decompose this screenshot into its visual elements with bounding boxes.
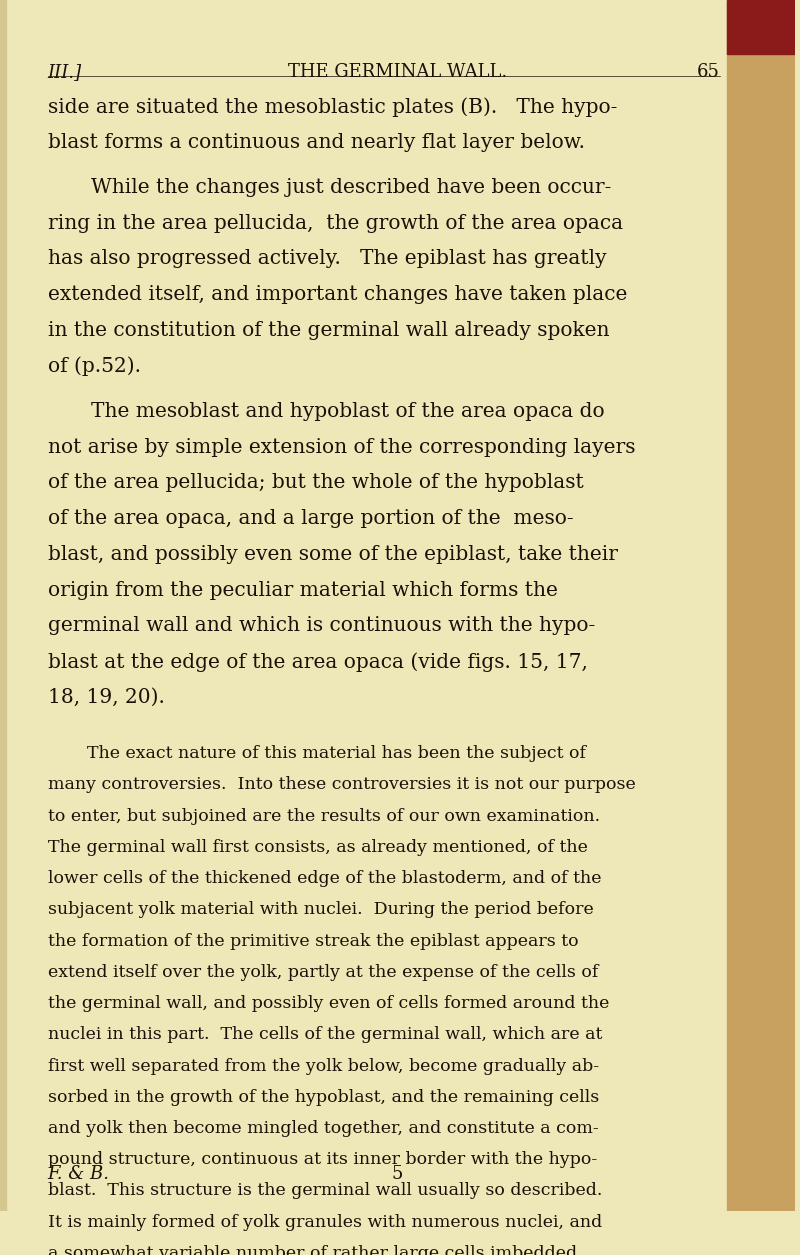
Text: THE GERMINAL WALL.: THE GERMINAL WALL. bbox=[288, 63, 507, 82]
Text: and yolk then become mingled together, and constitute a com-: and yolk then become mingled together, a… bbox=[48, 1119, 598, 1137]
Text: While the changes just described have been occur-: While the changes just described have be… bbox=[91, 178, 612, 197]
Text: first well separated from the yolk below, become gradually ab-: first well separated from the yolk below… bbox=[48, 1058, 599, 1074]
Text: of (p.52).: of (p.52). bbox=[48, 356, 141, 376]
Text: extended itself, and important changes have taken place: extended itself, and important changes h… bbox=[48, 285, 627, 304]
Text: of the area pellucida; but the whole of the hypoblast: of the area pellucida; but the whole of … bbox=[48, 473, 583, 492]
Text: The mesoblast and hypoblast of the area opaca do: The mesoblast and hypoblast of the area … bbox=[91, 402, 605, 420]
Bar bbox=[727, 0, 795, 1211]
Text: sorbed in the growth of the hypoblast, and the remaining cells: sorbed in the growth of the hypoblast, a… bbox=[48, 1089, 599, 1106]
Text: blast.  This structure is the germinal wall usually so described.: blast. This structure is the germinal wa… bbox=[48, 1182, 602, 1200]
Text: It is mainly formed of yolk granules with numerous nuclei, and: It is mainly formed of yolk granules wit… bbox=[48, 1214, 602, 1231]
Text: 18, 19, 20).: 18, 19, 20). bbox=[48, 688, 165, 707]
Text: F. & B.: F. & B. bbox=[48, 1165, 110, 1182]
Text: side are situated the mesoblastic plates (B).   The hypo-: side are situated the mesoblastic plates… bbox=[48, 97, 617, 117]
Text: pound structure, continuous at its inner border with the hypo-: pound structure, continuous at its inner… bbox=[48, 1151, 597, 1168]
Bar bbox=[0, 0, 6, 1211]
Text: blast at the edge of the area opaca (vide figs. 15, 17,: blast at the edge of the area opaca (vid… bbox=[48, 651, 587, 671]
Text: has also progressed actively.   The epiblast has greatly: has also progressed actively. The epibla… bbox=[48, 250, 606, 269]
Text: lower cells of the thickened edge of the blastoderm, and of the: lower cells of the thickened edge of the… bbox=[48, 870, 602, 887]
Text: not arise by simple extension of the corresponding layers: not arise by simple extension of the cor… bbox=[48, 438, 635, 457]
Text: nuclei in this part.  The cells of the germinal wall, which are at: nuclei in this part. The cells of the ge… bbox=[48, 1027, 602, 1043]
Text: in the constitution of the germinal wall already spoken: in the constitution of the germinal wall… bbox=[48, 321, 610, 340]
Text: The exact nature of this material has been the subject of: The exact nature of this material has be… bbox=[87, 745, 586, 762]
Text: of the area opaca, and a large portion of the  meso-: of the area opaca, and a large portion o… bbox=[48, 510, 574, 528]
Text: origin from the peculiar material which forms the: origin from the peculiar material which … bbox=[48, 581, 558, 600]
Text: to enter, but subjoined are the results of our own examination.: to enter, but subjoined are the results … bbox=[48, 808, 600, 825]
Text: extend itself over the yolk, partly at the expense of the cells of: extend itself over the yolk, partly at t… bbox=[48, 964, 598, 981]
Text: many controversies.  Into these controversies it is not our purpose: many controversies. Into these controver… bbox=[48, 777, 635, 793]
Text: blast, and possibly even some of the epiblast, take their: blast, and possibly even some of the epi… bbox=[48, 545, 618, 563]
Text: 65: 65 bbox=[697, 63, 719, 82]
Text: a somewhat variable number of rather large cells imbedded: a somewhat variable number of rather lar… bbox=[48, 1245, 577, 1255]
Bar bbox=[727, 0, 795, 54]
Text: 5: 5 bbox=[392, 1165, 403, 1182]
Text: blast forms a continuous and nearly flat layer below.: blast forms a continuous and nearly flat… bbox=[48, 133, 585, 152]
Text: germinal wall and which is continuous with the hypo-: germinal wall and which is continuous wi… bbox=[48, 616, 595, 635]
Text: the germinal wall, and possibly even of cells formed around the: the germinal wall, and possibly even of … bbox=[48, 995, 609, 1012]
Text: the formation of the primitive streak the epiblast appears to: the formation of the primitive streak th… bbox=[48, 932, 578, 950]
Text: III.]: III.] bbox=[48, 63, 82, 82]
Text: ring in the area pellucida,  the growth of the area opaca: ring in the area pellucida, the growth o… bbox=[48, 213, 623, 232]
Text: subjacent yolk material with nuclei.  During the period before: subjacent yolk material with nuclei. Dur… bbox=[48, 901, 594, 919]
Text: The germinal wall first consists, as already mentioned, of the: The germinal wall first consists, as alr… bbox=[48, 838, 587, 856]
